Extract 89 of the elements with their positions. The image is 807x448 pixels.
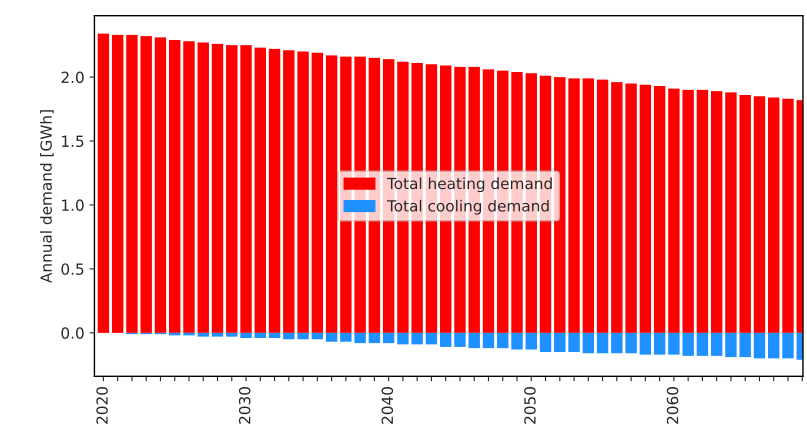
bar <box>654 332 666 355</box>
y-axis-title: Annual demand [GWh] <box>40 110 54 283</box>
bar <box>297 332 309 340</box>
bar <box>297 51 309 333</box>
bar <box>411 332 423 344</box>
bar <box>226 45 238 333</box>
bar <box>382 332 394 344</box>
bar <box>169 332 180 336</box>
bar <box>283 50 295 333</box>
bar <box>126 34 138 333</box>
x-tick-label: 2030 <box>238 387 250 424</box>
bar <box>668 332 680 355</box>
bar <box>440 332 452 347</box>
bar <box>212 44 224 333</box>
bar <box>568 78 580 333</box>
bar <box>454 332 466 347</box>
bar <box>154 37 166 333</box>
bar <box>596 80 608 333</box>
bar <box>768 332 780 358</box>
bar <box>554 332 566 352</box>
bar <box>112 34 124 333</box>
bar <box>582 78 594 333</box>
bar <box>740 332 751 358</box>
bar <box>140 36 152 333</box>
bar <box>254 332 266 338</box>
bar <box>611 82 623 333</box>
bar <box>497 332 508 348</box>
bar <box>725 92 737 333</box>
bar <box>526 332 537 350</box>
y-tick-label: 2.0 <box>62 72 84 84</box>
bar <box>169 40 180 333</box>
bar <box>640 84 652 333</box>
bar <box>725 332 737 358</box>
bar <box>283 332 295 340</box>
bar <box>468 332 480 348</box>
bar <box>596 332 608 354</box>
bar <box>611 332 623 354</box>
bar <box>682 332 694 356</box>
bar <box>682 90 694 333</box>
bar <box>98 34 110 333</box>
bar <box>198 332 209 337</box>
bar <box>511 332 523 350</box>
bar <box>768 98 780 333</box>
bar <box>226 332 238 337</box>
bar <box>582 332 594 354</box>
bar <box>183 41 195 333</box>
y-tick-label: 0.0 <box>61 327 84 339</box>
bar <box>326 332 338 342</box>
bar <box>625 83 637 333</box>
bar <box>696 90 708 333</box>
bar <box>740 94 751 333</box>
bar <box>354 332 366 344</box>
bar <box>710 91 722 333</box>
bar <box>240 332 252 338</box>
bar <box>268 48 280 333</box>
bar <box>198 42 209 333</box>
bar <box>268 332 280 338</box>
bar <box>568 332 580 352</box>
bar <box>240 45 252 333</box>
x-tick-label: 2020 <box>96 387 108 424</box>
bar <box>710 332 722 356</box>
bar <box>654 86 666 333</box>
y-tick-label: 1.0 <box>62 199 84 211</box>
y-tick-label: 0.5 <box>61 263 84 275</box>
bar <box>254 48 266 333</box>
bar <box>426 332 438 344</box>
bar <box>754 96 766 333</box>
x-tick-label: 2060 <box>666 387 678 424</box>
bar <box>640 332 652 355</box>
bar <box>482 332 494 348</box>
bar <box>754 332 766 358</box>
bar <box>368 332 380 344</box>
bar <box>326 55 338 333</box>
y-tick-label: 1.5 <box>62 136 84 148</box>
bar <box>782 98 794 333</box>
bar <box>312 52 324 333</box>
x-tick-label: 2040 <box>382 387 394 424</box>
bar <box>782 332 794 358</box>
bar <box>340 332 352 342</box>
bar <box>696 332 708 356</box>
bar <box>397 332 409 344</box>
bar <box>625 332 637 354</box>
bar <box>312 332 324 340</box>
legend-label: Total heating demand <box>386 177 552 192</box>
legend-label: Total cooling demand <box>386 200 549 215</box>
x-tick-label: 2050 <box>524 387 536 424</box>
bar <box>540 332 552 352</box>
bar <box>183 332 195 336</box>
bar <box>668 88 680 333</box>
